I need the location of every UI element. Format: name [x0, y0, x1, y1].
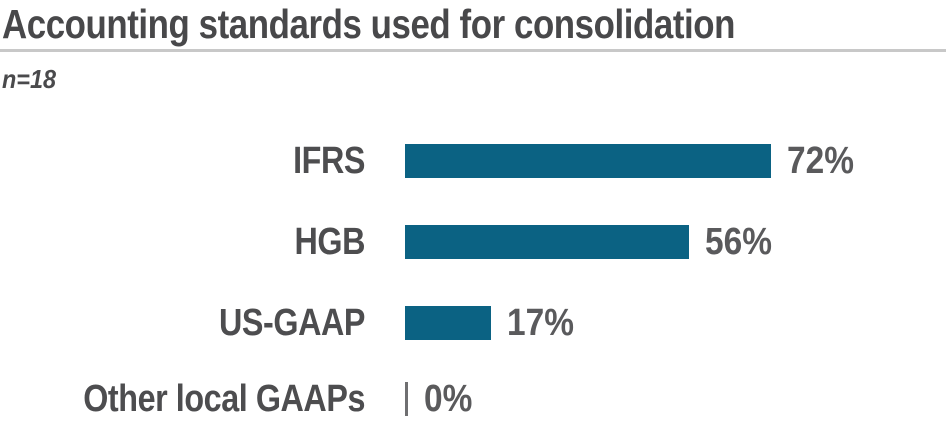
value-label-hgb: 56%	[705, 220, 772, 263]
bar-hgb	[405, 225, 689, 259]
bar-us-gaap	[405, 306, 491, 340]
bar-area: 72%	[405, 140, 863, 183]
value-label-ifrs: 72%	[787, 139, 854, 182]
bar-area: 17%	[405, 302, 583, 345]
bar-area: 56%	[405, 221, 781, 264]
category-label-ifrs: IFRS	[293, 139, 365, 182]
category-label-us-gaap: US-GAAP	[219, 301, 365, 344]
chart-row: IFRS 72%	[0, 138, 946, 184]
category-label-hgb: HGB	[294, 220, 365, 263]
bar-ifrs	[405, 144, 771, 178]
chart-title: Accounting standards used for consolidat…	[2, 1, 735, 47]
chart-row: HGB 56%	[0, 219, 946, 265]
sample-size-note: n=18	[2, 64, 56, 94]
value-label-us-gaap: 17%	[507, 301, 574, 344]
chart-row: Other local GAAPs 0%	[0, 376, 946, 422]
chart-row: US-GAAP 17%	[0, 300, 946, 346]
zero-baseline-tick	[405, 382, 408, 416]
value-label-other-local-gaaps: 0%	[424, 377, 473, 420]
category-label-other-local-gaaps: Other local GAAPs	[83, 377, 365, 420]
bar-area: 0%	[405, 378, 479, 421]
title-divider-line	[0, 49, 946, 52]
